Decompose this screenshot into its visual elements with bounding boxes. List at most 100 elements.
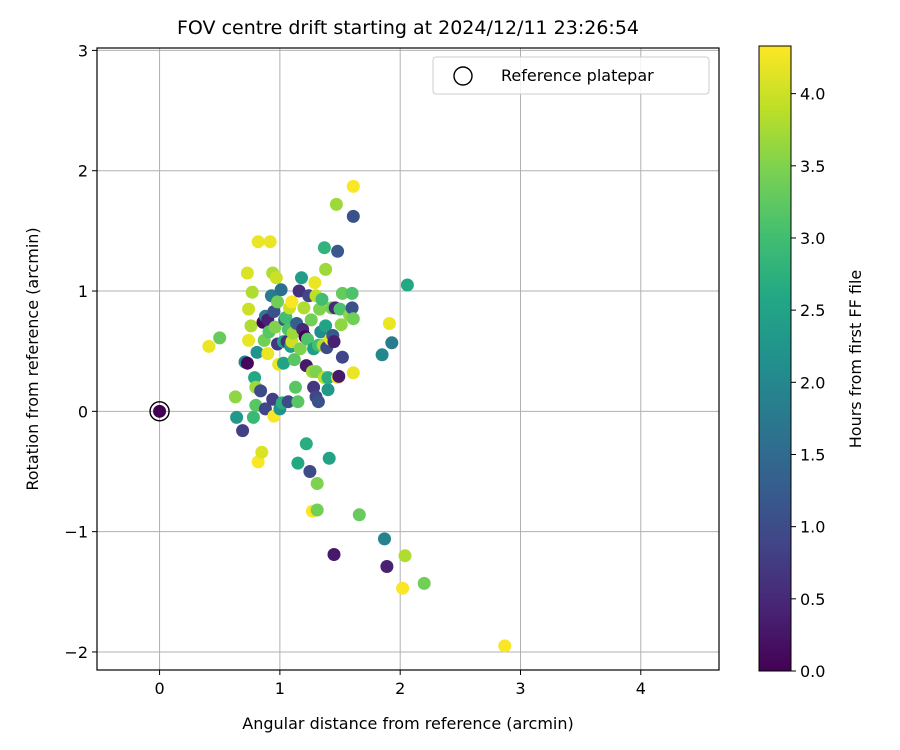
x-tick-label: 2 — [395, 679, 405, 698]
data-point — [375, 348, 389, 362]
data-point — [242, 302, 256, 316]
data-point — [398, 549, 412, 563]
data-point — [315, 292, 329, 306]
data-point — [331, 244, 345, 258]
data-point — [228, 390, 242, 404]
data-point — [297, 301, 311, 315]
data-point — [263, 235, 277, 249]
plot-area: 0 1 2 3 4 −2 −1 0 1 2 3 — [64, 41, 720, 698]
data-point — [240, 266, 254, 280]
y-tick-label: 1 — [78, 282, 88, 301]
data-point — [308, 276, 322, 290]
reference-point — [153, 404, 167, 418]
colorbar-tick-label: 2.0 — [800, 373, 825, 392]
data-point — [295, 271, 308, 285]
data-point — [246, 410, 260, 424]
data-point — [303, 465, 317, 478]
data-points — [202, 179, 512, 653]
colorbar-tick-label: 2.5 — [800, 301, 825, 320]
data-point — [327, 548, 341, 561]
data-point — [254, 384, 268, 398]
data-point — [291, 456, 305, 470]
data-point — [346, 366, 360, 380]
y-tick-label: 3 — [78, 41, 88, 60]
x-axis-ticks: 0 1 2 3 4 — [154, 670, 646, 698]
colorbar-ticks: 0.0 0.5 1.0 1.5 2.0 2.5 3.0 3.5 4.0 — [791, 85, 825, 681]
y-tick-label: 2 — [78, 162, 88, 181]
data-point — [289, 380, 302, 394]
data-point — [242, 333, 256, 347]
data-point — [271, 295, 284, 309]
colorbar-tick-label: 0.0 — [800, 662, 825, 681]
colorbar-tick-label: 1.0 — [800, 518, 825, 537]
data-point — [311, 395, 325, 409]
data-point — [291, 395, 305, 409]
data-point — [335, 286, 349, 300]
x-tick-label: 1 — [275, 679, 285, 698]
data-point — [281, 395, 295, 409]
x-tick-label: 3 — [515, 679, 525, 698]
data-point — [292, 284, 306, 298]
colorbar-gradient — [758, 45, 792, 672]
data-point — [346, 312, 360, 326]
data-point — [248, 371, 262, 385]
data-point — [321, 383, 335, 397]
data-point — [236, 424, 250, 438]
x-axis-label: Angular distance from reference (arcmin) — [242, 714, 573, 733]
data-point — [345, 286, 359, 300]
data-point — [335, 350, 349, 364]
data-point — [285, 295, 299, 309]
data-point — [400, 278, 414, 292]
data-point — [310, 503, 324, 517]
colorbar-tick-label: 1.5 — [800, 445, 825, 464]
data-point — [244, 319, 258, 333]
data-point — [334, 318, 348, 332]
data-point — [269, 271, 283, 285]
data-point — [329, 197, 343, 211]
y-tick-label: −2 — [64, 643, 88, 662]
reference-marker-layer — [149, 401, 170, 422]
data-point — [352, 508, 366, 522]
data-point — [301, 332, 314, 346]
chart-title: FOV centre drift starting at 2024/12/11 … — [177, 17, 639, 39]
colorbar-tick-label: 0.5 — [800, 590, 825, 609]
data-point — [251, 235, 265, 249]
y-tick-label: −1 — [64, 523, 88, 542]
y-axis-label: Rotation from reference (arcmin) — [23, 227, 42, 490]
data-point — [255, 445, 269, 459]
plot-frame — [96, 47, 720, 671]
data-point — [319, 319, 333, 333]
legend-entry-reference-platepar: Reference platepar — [501, 66, 654, 85]
data-point — [250, 345, 264, 359]
reference-marker-ring — [149, 401, 170, 422]
colorbar: 0.0 0.5 1.0 1.5 2.0 2.5 3.0 3.5 4.0 Hours from f… — [758, 45, 865, 681]
legend-box — [432, 56, 710, 95]
y-axis-ticks: −2 −1 0 1 2 3 — [64, 41, 97, 662]
data-point — [332, 369, 346, 383]
y-tick-label: 0 — [78, 402, 88, 421]
data-point — [287, 353, 301, 367]
colorbar-label: Hours from first FF file — [846, 270, 865, 449]
data-point — [327, 335, 341, 349]
data-point — [498, 639, 512, 653]
data-point — [385, 336, 399, 350]
legend: Reference platepar — [432, 56, 710, 95]
data-point — [321, 371, 335, 385]
legend-reference-marker — [453, 66, 473, 86]
data-point — [346, 209, 360, 223]
data-point — [380, 560, 394, 573]
data-point — [240, 356, 254, 370]
data-point — [213, 331, 227, 345]
data-point — [261, 347, 275, 361]
data-point — [310, 477, 324, 490]
data-point — [268, 320, 282, 334]
colorbar-tick-label: 3.0 — [800, 229, 825, 248]
data-point — [245, 285, 259, 299]
data-point — [277, 356, 290, 370]
data-point — [258, 402, 272, 416]
x-tick-label: 0 — [154, 679, 164, 698]
colorbar-tick-label: 4.0 — [800, 85, 825, 104]
data-point — [333, 302, 347, 316]
data-point — [322, 451, 336, 465]
